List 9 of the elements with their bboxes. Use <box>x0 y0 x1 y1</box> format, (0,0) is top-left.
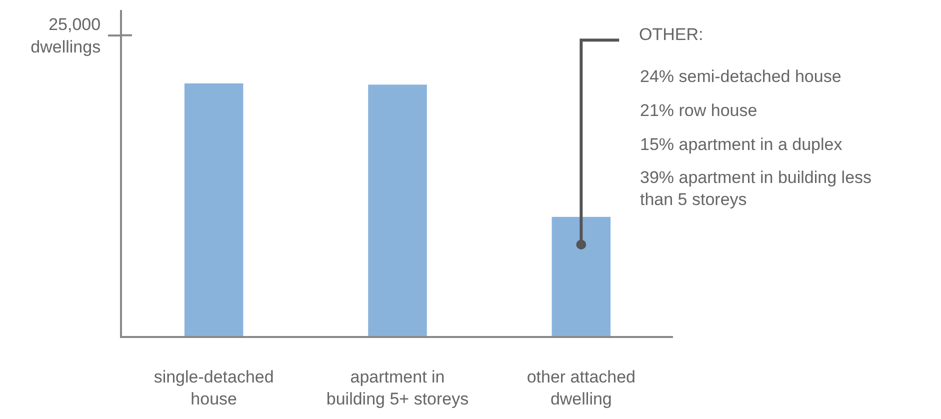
x-tick-label: other attached dwelling <box>526 367 636 408</box>
x-tick-label: single-detached house <box>154 367 274 408</box>
annotation: OTHER: <box>639 25 704 44</box>
annotation: 15% apartment in a duplex <box>640 135 843 154</box>
x-tick-label: apartment in building 5+ storeys <box>326 367 469 408</box>
annotation: 24% semi-detached house <box>640 67 842 86</box>
annotation: 21% row house <box>640 101 758 120</box>
y-tick-label: 25,000 dwellings <box>30 15 101 56</box>
annotation: 39% apartment in building less than 5 storeys <box>640 168 872 210</box>
